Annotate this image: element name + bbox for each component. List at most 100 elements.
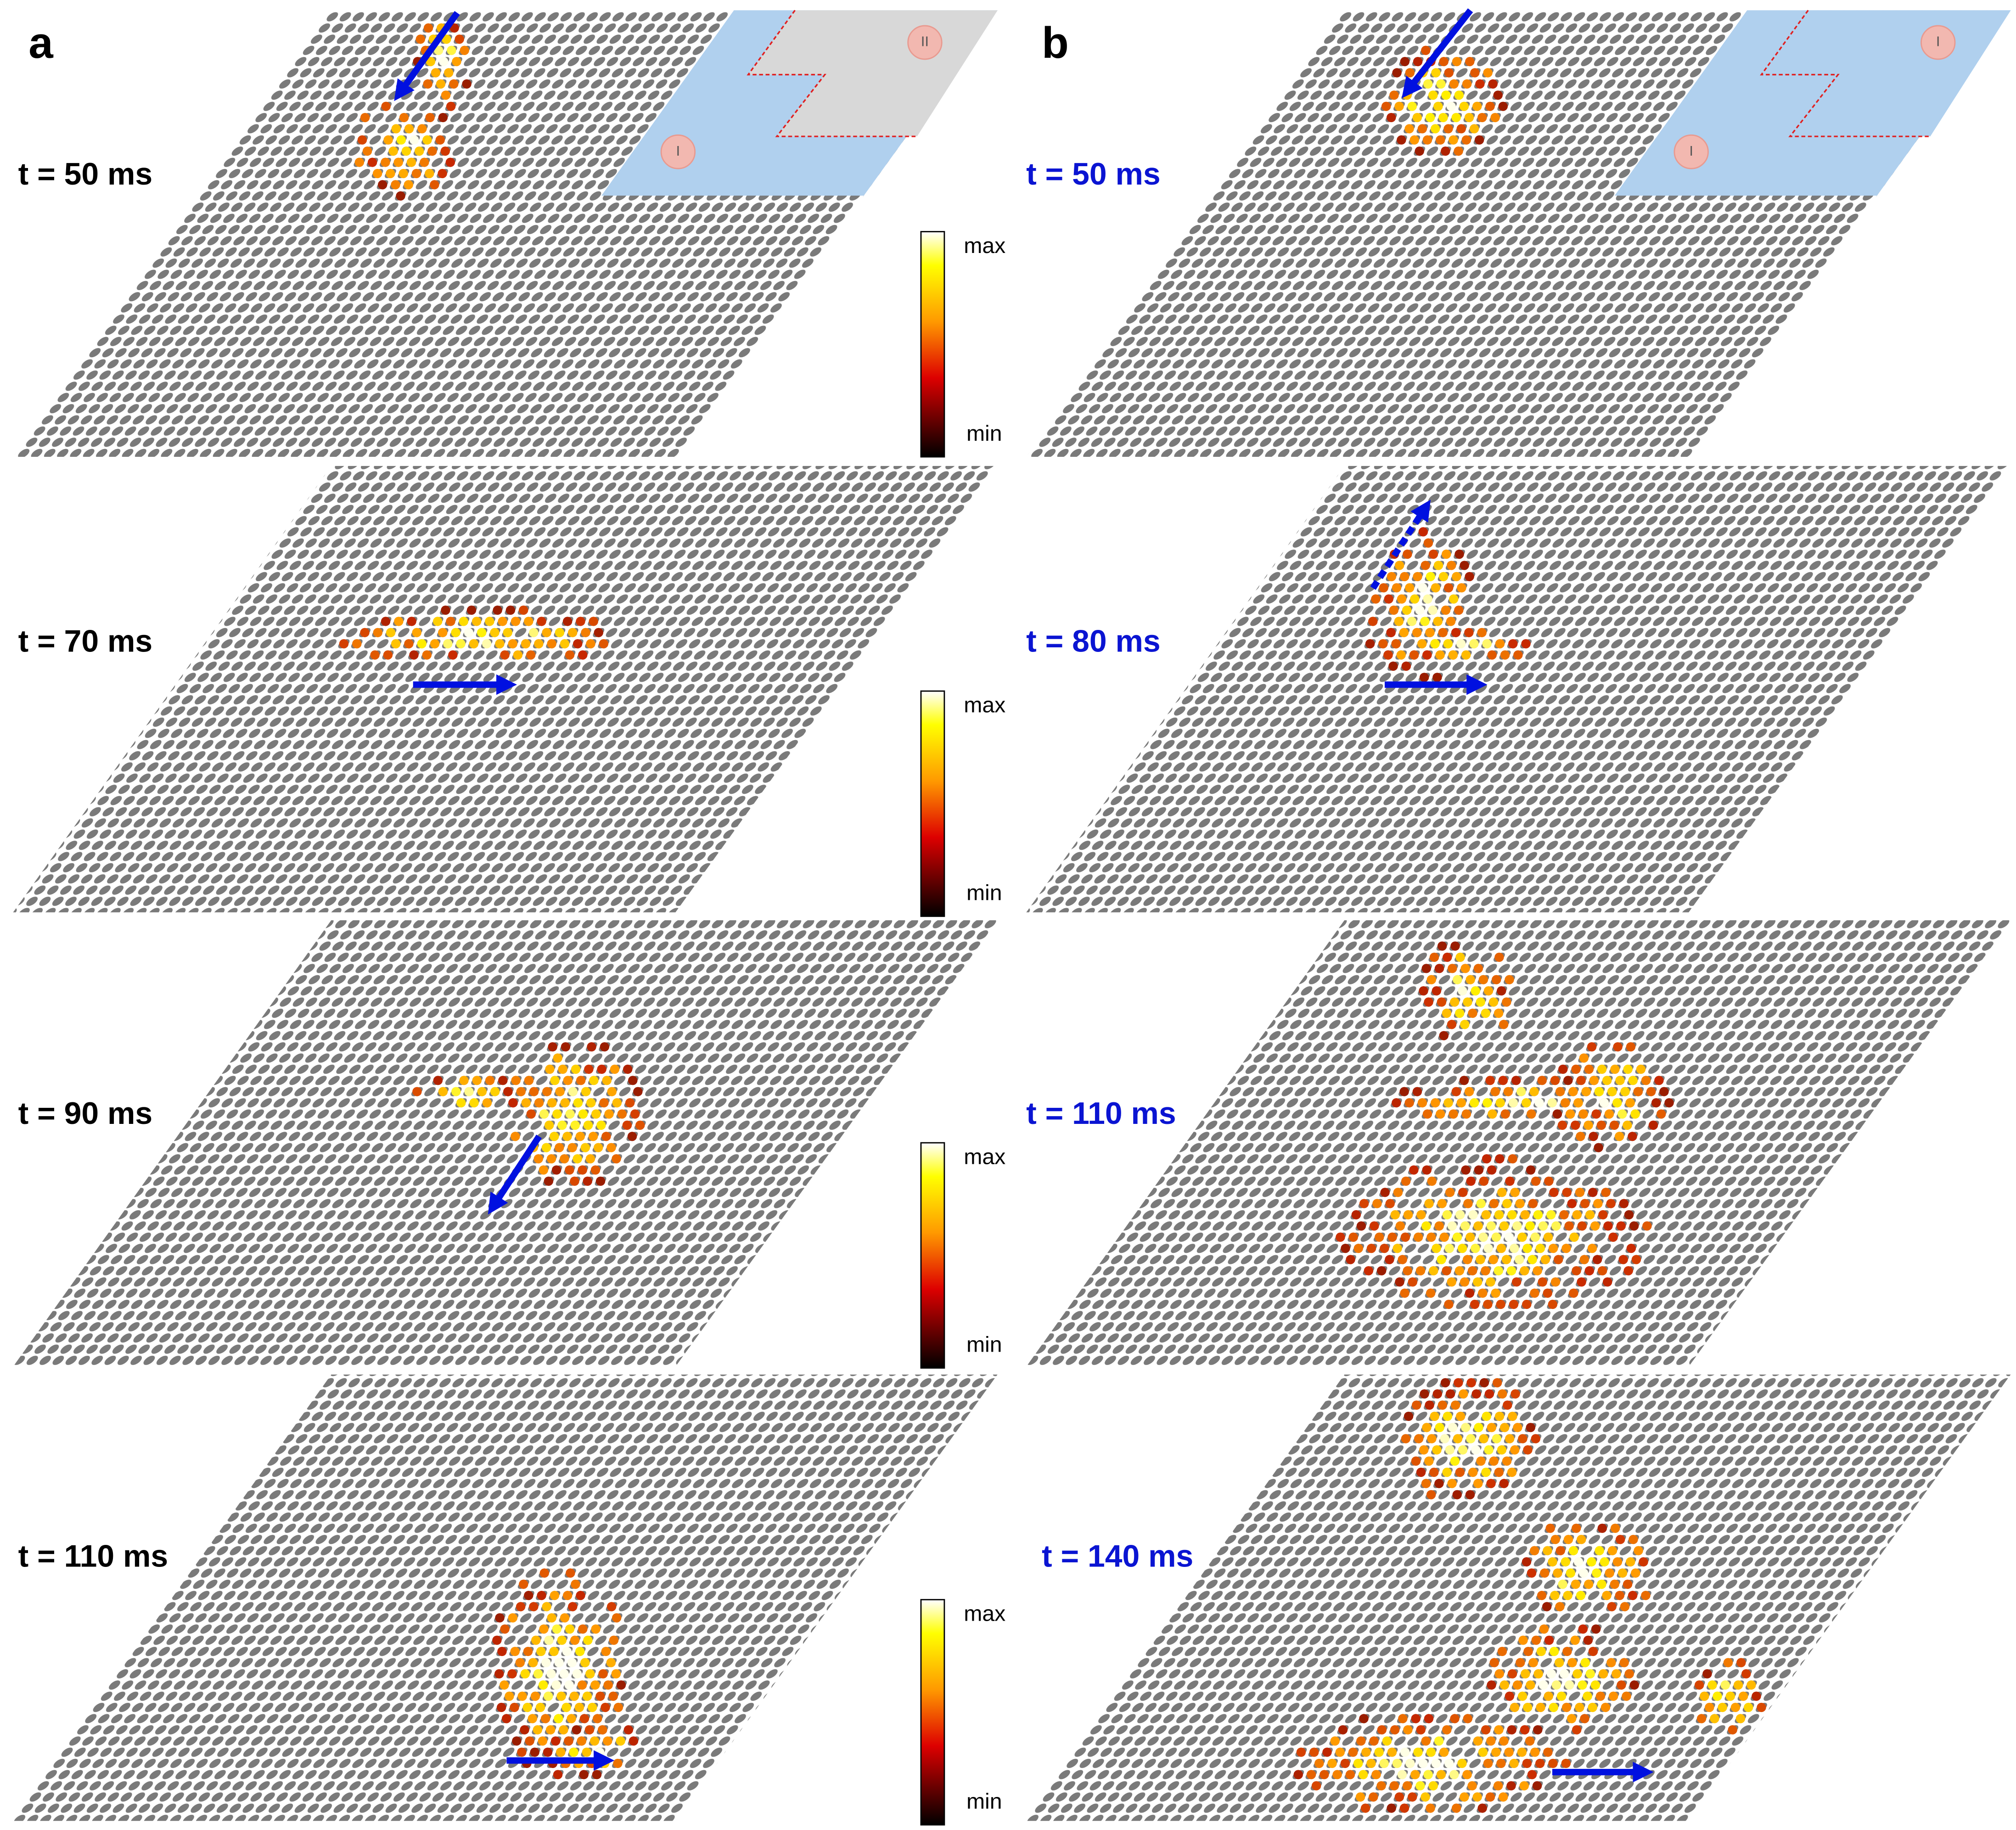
active-node [1641, 1591, 1651, 1600]
active-node [447, 45, 456, 55]
active-node [1598, 1669, 1608, 1678]
active-node [1517, 1747, 1527, 1757]
active-node [1429, 1467, 1439, 1477]
active-node [1725, 1691, 1735, 1701]
active-node [1615, 1535, 1625, 1544]
active-node [1602, 1076, 1612, 1085]
active-node [519, 605, 528, 615]
active-node [1558, 1064, 1568, 1074]
active-node [1403, 1725, 1413, 1735]
active-node [595, 1747, 605, 1757]
active-node [1615, 1132, 1624, 1141]
active-node [1422, 650, 1432, 660]
active-node [1380, 1244, 1389, 1253]
active-node [1426, 1747, 1436, 1757]
active-node [1455, 1210, 1465, 1220]
active-node [570, 1120, 580, 1130]
active-node [1506, 1781, 1516, 1791]
active-node [1612, 1557, 1623, 1567]
active-node [1400, 1747, 1410, 1757]
active-node [1311, 1781, 1321, 1791]
active-node [1448, 650, 1458, 660]
active-node [433, 45, 444, 55]
active-node [1453, 975, 1462, 984]
active-node [1454, 605, 1464, 615]
active-node [583, 1120, 593, 1130]
active-node [1527, 1770, 1537, 1779]
active-node [1401, 661, 1411, 671]
active-node [565, 1165, 574, 1175]
active-node [1431, 583, 1441, 593]
active-node [562, 1132, 572, 1141]
active-node [1696, 1714, 1707, 1723]
active-node [1473, 1736, 1483, 1746]
active-node [1508, 1098, 1518, 1108]
active-node [446, 617, 455, 626]
active-node [1473, 964, 1483, 973]
active-node [1445, 1389, 1455, 1399]
active-node [386, 168, 395, 179]
active-node [1424, 997, 1433, 1007]
active-node [1365, 639, 1375, 649]
active-node [425, 112, 435, 123]
active-node [528, 1714, 537, 1723]
active-node [1446, 101, 1456, 111]
active-node [528, 1658, 538, 1667]
active-node [1543, 1546, 1552, 1555]
active-node [377, 180, 387, 190]
active-node [1464, 112, 1474, 123]
active-node [1585, 1669, 1595, 1678]
active-node [1438, 1400, 1448, 1410]
active-node [582, 1691, 592, 1701]
active-node [580, 1658, 590, 1667]
active-node [416, 34, 425, 44]
active-node [1366, 1244, 1376, 1253]
active-node [635, 1120, 645, 1130]
active-node [616, 1680, 626, 1690]
active-node [1385, 1255, 1394, 1264]
active-node [430, 180, 439, 190]
active-node [585, 1154, 595, 1164]
active-node [1468, 1467, 1478, 1477]
active-node [1495, 1098, 1505, 1108]
active-node [1420, 1389, 1429, 1399]
active-node [1472, 1792, 1482, 1802]
active-node [1543, 1747, 1553, 1757]
active-node [1494, 1669, 1504, 1678]
active-node [1730, 1702, 1741, 1712]
active-node [1443, 1411, 1453, 1421]
active-node [1364, 1266, 1374, 1276]
lattice [13, 466, 998, 913]
active-node [1579, 1255, 1589, 1264]
active-node [1617, 1109, 1627, 1119]
active-node [1454, 1378, 1463, 1387]
active-node [1519, 1781, 1529, 1791]
active-node [1510, 1702, 1520, 1712]
active-node [1486, 1736, 1496, 1746]
colorbar-max: max [964, 693, 1005, 718]
active-node [1377, 1725, 1387, 1735]
active-node [584, 1725, 595, 1735]
active-node [433, 1076, 443, 1085]
active-node [598, 1669, 608, 1678]
active-node [1549, 1646, 1559, 1656]
active-node [1510, 1244, 1519, 1253]
active-node [1571, 1064, 1581, 1074]
active-node [583, 1635, 593, 1645]
active-node [1604, 1109, 1614, 1119]
active-node [1449, 1109, 1458, 1119]
active-node [529, 628, 539, 637]
active-node [1616, 1221, 1626, 1231]
active-node [1641, 1076, 1651, 1085]
active-node [1468, 1008, 1477, 1018]
colorbar-max: max [964, 234, 1005, 258]
active-node [1442, 1210, 1452, 1220]
active-node [1608, 1232, 1618, 1242]
active-node [630, 1109, 640, 1119]
active-node [1521, 1669, 1530, 1678]
active-node [360, 112, 370, 123]
active-node [1461, 1423, 1471, 1432]
active-node [558, 1064, 567, 1074]
active-node [1400, 57, 1410, 67]
active-node [1468, 1266, 1477, 1276]
